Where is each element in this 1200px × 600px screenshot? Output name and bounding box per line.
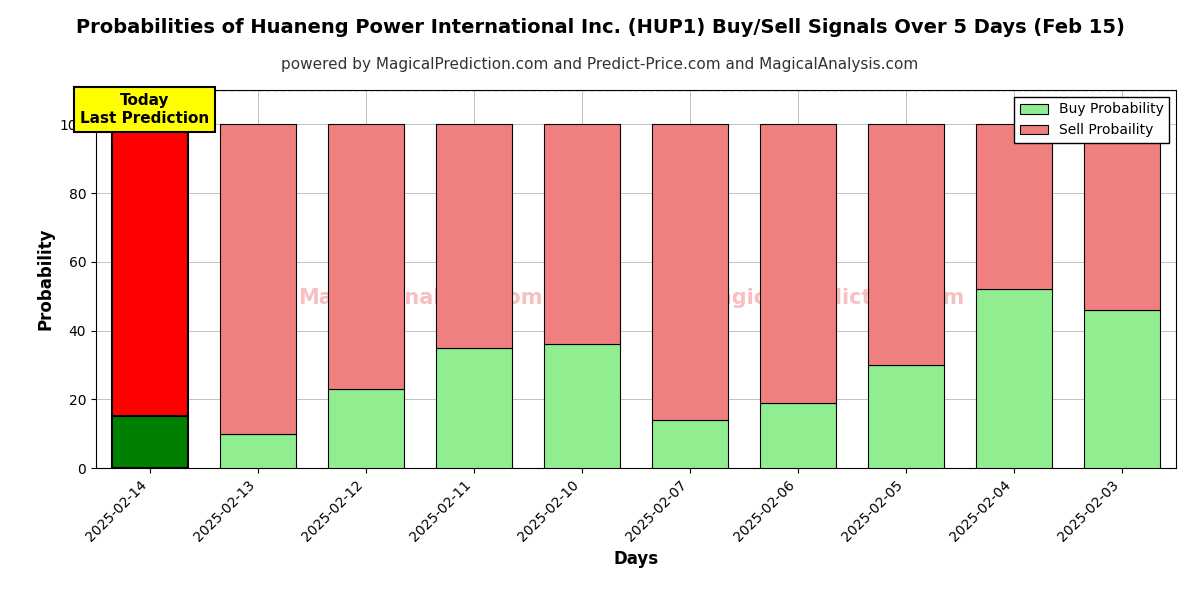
Bar <box>653 124 728 420</box>
Bar <box>653 420 728 468</box>
Text: Today
Last Prediction: Today Last Prediction <box>80 94 209 126</box>
Bar <box>1085 310 1159 468</box>
Bar <box>437 124 512 348</box>
Bar <box>977 124 1051 289</box>
Bar <box>977 289 1051 468</box>
Bar <box>869 124 944 365</box>
Bar <box>761 124 836 403</box>
Bar <box>545 124 619 344</box>
Text: MagicalPrediction.com: MagicalPrediction.com <box>697 288 964 308</box>
Text: MagicalAnalysis.com: MagicalAnalysis.com <box>298 288 542 308</box>
Bar <box>869 365 944 468</box>
Text: powered by MagicalPrediction.com and Predict-Price.com and MagicalAnalysis.com: powered by MagicalPrediction.com and Pre… <box>281 57 919 72</box>
Bar <box>1085 124 1159 310</box>
Bar <box>113 124 188 416</box>
Bar <box>113 416 188 468</box>
Text: Probabilities of Huaneng Power International Inc. (HUP1) Buy/Sell Signals Over 5: Probabilities of Huaneng Power Internati… <box>76 18 1124 37</box>
Bar <box>329 389 403 468</box>
Bar <box>221 124 296 434</box>
Legend: Buy Probability, Sell Probaility: Buy Probability, Sell Probaility <box>1014 97 1169 143</box>
Bar <box>761 403 836 468</box>
Y-axis label: Probability: Probability <box>36 228 54 330</box>
X-axis label: Days: Days <box>613 550 659 568</box>
Bar <box>545 344 619 468</box>
Bar <box>329 124 403 389</box>
Bar <box>221 434 296 468</box>
Bar <box>437 348 512 468</box>
